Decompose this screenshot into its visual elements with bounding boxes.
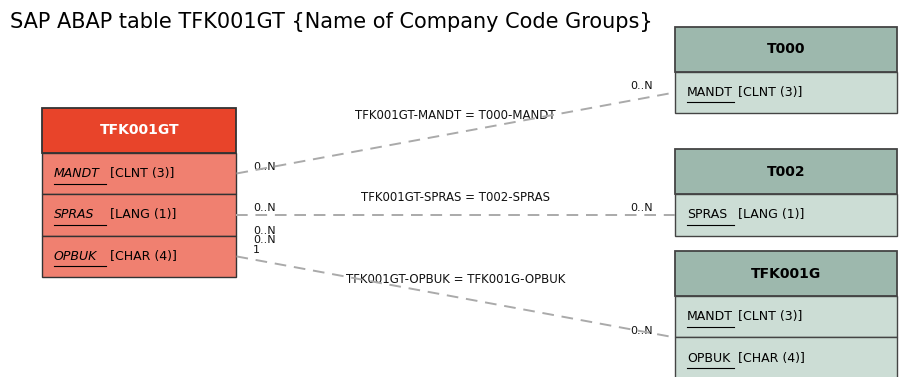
- Text: OPBUK: OPBUK: [687, 352, 730, 365]
- Text: 0..N: 0..N: [253, 203, 276, 213]
- Text: 0..N: 0..N: [253, 162, 276, 172]
- FancyBboxPatch shape: [675, 337, 896, 377]
- Text: [CHAR (4)]: [CHAR (4)]: [735, 352, 805, 365]
- Text: [CLNT (3)]: [CLNT (3)]: [106, 167, 174, 180]
- FancyBboxPatch shape: [675, 72, 896, 113]
- Text: [CLNT (3)]: [CLNT (3)]: [735, 310, 803, 323]
- Text: TFK001GT-OPBUK = TFK001G-OPBUK: TFK001GT-OPBUK = TFK001G-OPBUK: [346, 273, 565, 286]
- FancyBboxPatch shape: [42, 236, 237, 277]
- FancyBboxPatch shape: [675, 251, 896, 296]
- Text: TFK001GT-MANDT = T000-MANDT: TFK001GT-MANDT = T000-MANDT: [356, 109, 556, 122]
- Text: MANDT: MANDT: [54, 167, 100, 180]
- Text: TFK001G: TFK001G: [751, 267, 821, 280]
- FancyBboxPatch shape: [675, 149, 896, 194]
- Text: SAP ABAP table TFK001GT {Name of Company Code Groups}: SAP ABAP table TFK001GT {Name of Company…: [11, 12, 653, 32]
- Text: TFK001GT: TFK001GT: [100, 123, 179, 137]
- Text: TFK001GT-SPRAS = T002-SPRAS: TFK001GT-SPRAS = T002-SPRAS: [361, 191, 551, 204]
- Text: MANDT: MANDT: [687, 310, 733, 323]
- Text: 0..N
0..N
1: 0..N 0..N 1: [253, 226, 276, 254]
- Text: SPRAS: SPRAS: [687, 208, 727, 221]
- Text: 0..N: 0..N: [629, 81, 652, 90]
- FancyBboxPatch shape: [675, 296, 896, 337]
- FancyBboxPatch shape: [675, 194, 896, 236]
- FancyBboxPatch shape: [675, 27, 896, 72]
- Text: [LANG (1)]: [LANG (1)]: [735, 208, 805, 221]
- Text: T000: T000: [766, 42, 805, 56]
- Text: [LANG (1)]: [LANG (1)]: [106, 208, 176, 221]
- Text: 0..N: 0..N: [629, 203, 652, 213]
- Text: MANDT: MANDT: [687, 86, 733, 99]
- Text: SPRAS: SPRAS: [54, 208, 94, 221]
- FancyBboxPatch shape: [42, 153, 237, 194]
- Text: [CLNT (3)]: [CLNT (3)]: [735, 86, 803, 99]
- Text: OPBUK: OPBUK: [54, 250, 97, 263]
- FancyBboxPatch shape: [42, 194, 237, 236]
- Text: T002: T002: [766, 165, 805, 179]
- FancyBboxPatch shape: [42, 108, 237, 153]
- Text: [CHAR (4)]: [CHAR (4)]: [106, 250, 177, 263]
- Text: 0..N: 0..N: [629, 326, 652, 336]
